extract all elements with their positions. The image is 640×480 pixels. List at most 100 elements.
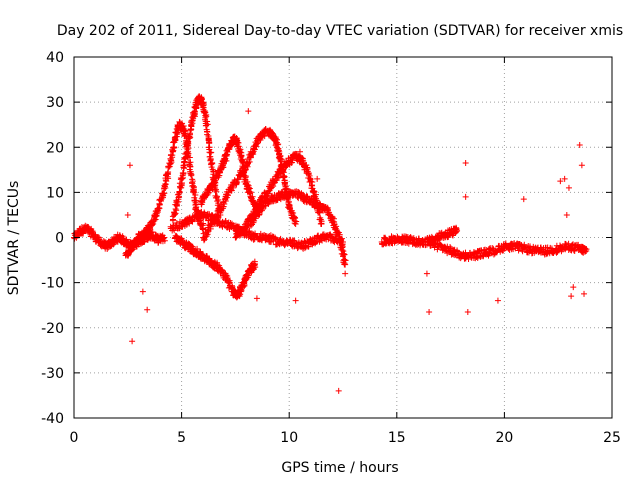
data-points xyxy=(71,93,590,394)
data-point-marker xyxy=(267,185,274,192)
data-point-marker xyxy=(568,293,575,300)
data-point-marker xyxy=(454,248,461,255)
data-point-marker xyxy=(124,211,131,218)
data-point-marker xyxy=(212,177,219,184)
data-point-marker xyxy=(169,217,176,224)
axis-ticks: 0 5 10 15 20 25 -40 -30 -20 -10 0 10 20 30 40 xyxy=(41,50,621,446)
data-point-marker xyxy=(204,227,211,234)
data-point-marker xyxy=(245,108,252,115)
data-point-marker xyxy=(172,210,179,217)
data-point-marker xyxy=(309,179,316,186)
data-point-marker xyxy=(296,148,303,155)
data-point-marker xyxy=(315,232,322,239)
data-point-marker xyxy=(142,233,149,240)
data-point-marker xyxy=(200,225,207,232)
y-tick-label: -40 xyxy=(41,411,64,427)
y-tick-label: -30 xyxy=(41,366,64,382)
data-point-marker xyxy=(174,129,181,136)
data-point-marker xyxy=(324,206,331,213)
data-point-marker xyxy=(268,184,275,191)
data-point-marker xyxy=(184,149,191,156)
data-point-marker xyxy=(129,338,136,345)
data-point-marker xyxy=(229,183,236,190)
data-point-marker xyxy=(335,387,342,394)
data-point-marker xyxy=(415,235,422,242)
data-point-marker xyxy=(251,261,258,268)
data-point-marker xyxy=(209,160,216,167)
x-tick-label: 10 xyxy=(280,430,298,446)
data-point-marker xyxy=(242,173,249,180)
data-point-marker xyxy=(204,129,211,136)
data-point-marker xyxy=(187,162,194,169)
y-tick-label: -20 xyxy=(41,321,64,337)
data-point-marker xyxy=(208,149,215,156)
data-point-marker xyxy=(120,235,127,242)
x-tick-label: 0 xyxy=(70,430,79,446)
data-point-marker xyxy=(462,193,469,200)
data-point-marker xyxy=(217,168,224,175)
data-point-marker xyxy=(423,270,430,277)
data-point-marker xyxy=(205,133,212,140)
y-tick-label: 40 xyxy=(46,50,64,66)
data-point-marker xyxy=(176,188,183,195)
data-point-marker xyxy=(189,243,196,250)
data-point-marker xyxy=(464,308,471,315)
y-tick-label: 10 xyxy=(46,185,64,201)
data-point-marker xyxy=(181,162,188,169)
y-tick-label: 30 xyxy=(46,95,64,111)
data-point-marker xyxy=(557,178,564,185)
data-point-marker xyxy=(200,104,207,111)
data-point-marker xyxy=(308,182,315,189)
data-point-marker xyxy=(581,290,588,297)
data-point-marker xyxy=(292,297,299,304)
data-point-marker xyxy=(241,167,248,174)
data-point-marker xyxy=(326,209,333,216)
data-point-marker xyxy=(449,231,456,238)
data-point-marker xyxy=(127,248,134,255)
data-point-marker xyxy=(228,187,235,194)
data-point-marker xyxy=(192,103,199,110)
data-point-marker xyxy=(192,191,199,198)
data-point-marker xyxy=(149,229,156,236)
data-point-marker xyxy=(173,207,180,214)
data-point-marker xyxy=(215,200,222,207)
data-point-marker xyxy=(179,172,186,179)
data-point-marker xyxy=(520,196,527,203)
data-point-marker xyxy=(561,175,568,182)
data-point-marker xyxy=(502,240,509,247)
data-point-marker xyxy=(161,234,168,241)
data-point-marker xyxy=(292,215,299,222)
data-point-marker xyxy=(426,308,433,315)
data-point-marker xyxy=(169,152,176,159)
data-point-marker xyxy=(338,235,345,242)
data-point-marker xyxy=(253,295,260,302)
data-point-marker xyxy=(310,188,317,195)
data-point-marker xyxy=(171,211,178,218)
data-point-marker xyxy=(435,235,442,242)
data-point-marker xyxy=(89,228,96,235)
data-point-marker xyxy=(144,306,151,313)
data-point-marker xyxy=(462,160,469,167)
x-tick-label: 5 xyxy=(177,430,186,446)
data-point-marker xyxy=(494,247,501,254)
data-point-marker xyxy=(570,284,577,291)
data-point-marker xyxy=(178,175,185,182)
data-point-marker xyxy=(578,162,585,169)
data-point-marker xyxy=(223,151,230,158)
x-tick-label: 20 xyxy=(495,430,513,446)
chart-title: Day 202 of 2011, Sidereal Day-to-day VTE… xyxy=(57,23,623,39)
data-point-marker xyxy=(187,131,194,138)
data-point-marker xyxy=(235,292,242,299)
data-point-marker xyxy=(210,168,217,175)
data-point-marker xyxy=(274,175,281,182)
data-point-marker xyxy=(247,190,254,197)
data-point-marker xyxy=(342,270,349,277)
data-point-marker xyxy=(565,184,572,191)
data-point-marker xyxy=(172,136,179,143)
grid-lines xyxy=(74,57,612,418)
data-point-marker xyxy=(203,113,210,120)
data-point-marker xyxy=(314,175,321,182)
data-point-marker xyxy=(207,223,214,230)
data-point-marker xyxy=(168,159,175,166)
